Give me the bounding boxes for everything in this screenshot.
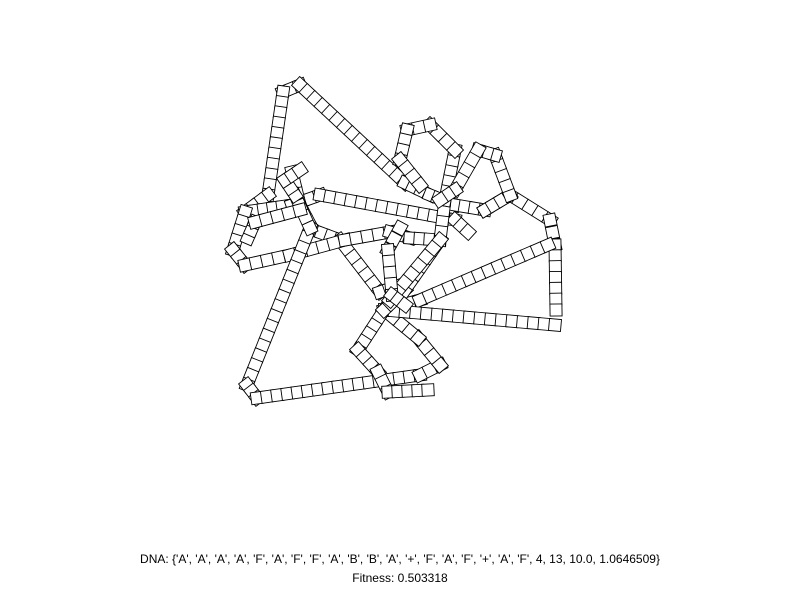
segment-square [421,383,435,397]
segment-square [544,224,561,241]
drawing-canvas [223,75,563,408]
segment-square [291,161,309,179]
fitness-prefix: Fitness: [352,571,398,585]
segment-square [549,292,563,306]
segment-square [539,236,557,254]
lsystem-drawing [223,75,563,408]
segment-square [542,212,558,228]
segment-square [549,281,563,295]
segment-square [458,222,478,242]
segment-square [391,219,409,237]
segment-square [410,175,430,195]
segment-square [431,191,449,209]
segment-square [549,303,563,317]
segment-square [548,270,563,285]
segment-square [548,260,562,274]
fitness-value: 0.503318 [397,571,448,585]
fitness-label: Fitness: 0.503318 [0,571,800,585]
dna-label: DNA: {'A', 'A', 'A', 'A', 'F', 'A', 'F',… [0,552,800,566]
dna-prefix: DNA: [140,552,173,566]
segment-square [548,249,562,263]
dna-genome: {'A', 'A', 'A', 'A', 'F', 'A', 'F', 'F',… [172,552,660,566]
segment-square [395,295,415,315]
segment-group [223,75,563,408]
segment-square [292,202,308,218]
segment-square [548,318,562,332]
